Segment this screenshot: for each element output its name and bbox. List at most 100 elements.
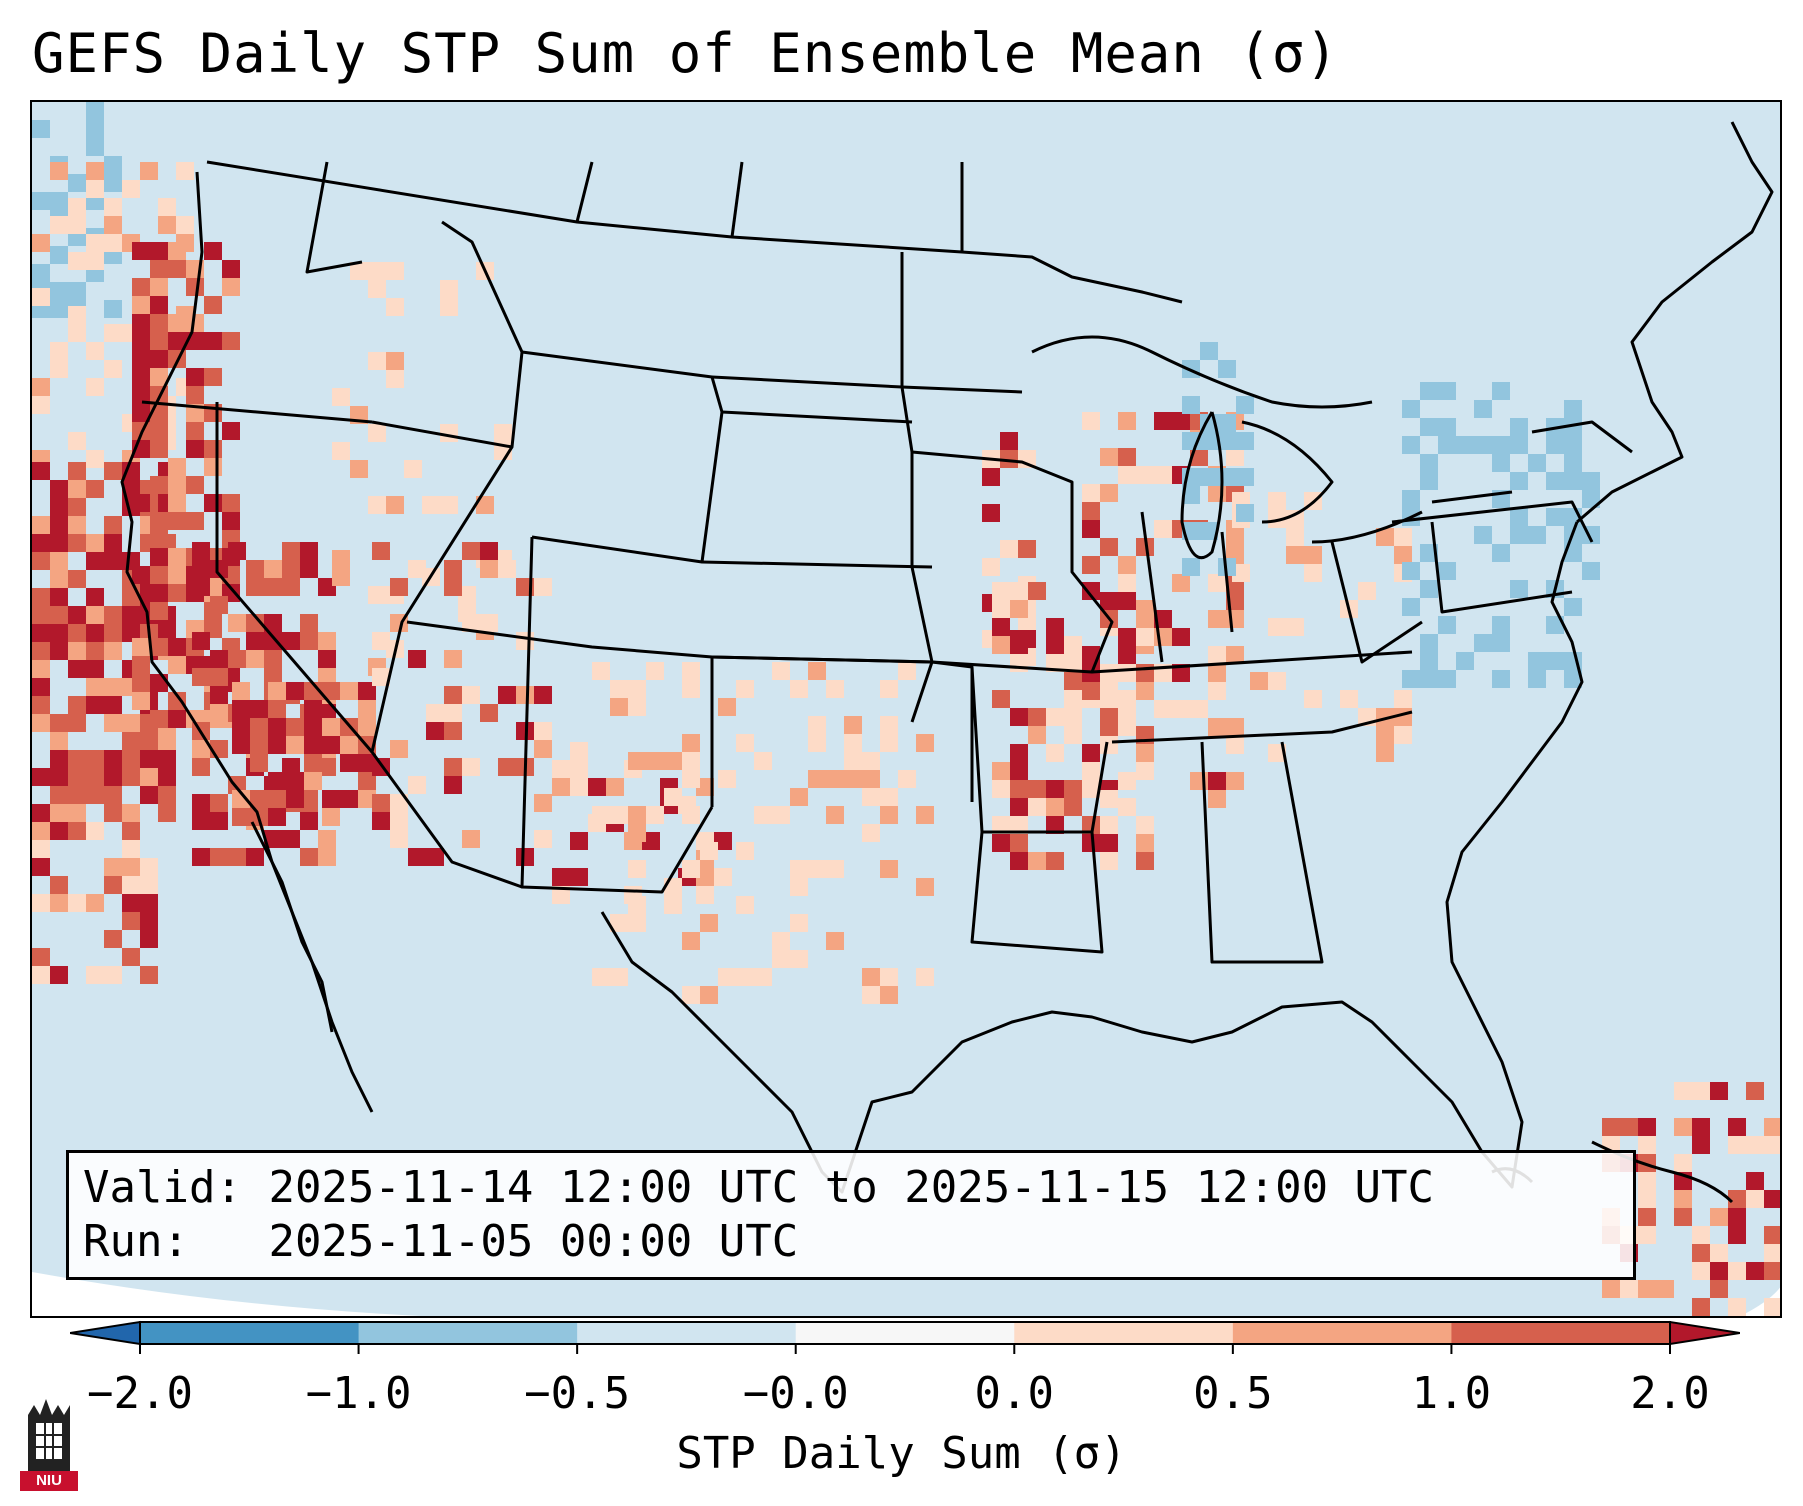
stp-cell bbox=[140, 966, 158, 984]
stp-cell bbox=[282, 578, 300, 596]
stp-cell bbox=[1208, 610, 1226, 628]
stp-cell bbox=[50, 606, 68, 624]
stp-cell bbox=[386, 262, 404, 280]
stp-cell bbox=[1746, 1172, 1764, 1190]
stp-cell bbox=[1564, 454, 1582, 472]
stp-cell bbox=[1250, 672, 1268, 690]
stp-cell bbox=[268, 736, 286, 754]
stp-cell bbox=[628, 680, 646, 698]
stp-cell bbox=[322, 682, 340, 700]
stp-cell bbox=[628, 824, 646, 842]
stp-cell bbox=[1218, 432, 1236, 450]
stp-cell bbox=[1082, 834, 1100, 852]
stp-cell bbox=[1492, 544, 1510, 562]
stp-cell bbox=[880, 860, 898, 878]
stp-cell bbox=[1082, 780, 1100, 798]
stp-cell bbox=[50, 534, 68, 552]
stp-cell bbox=[50, 282, 68, 300]
state-line bbox=[730, 161, 744, 238]
stp-cell bbox=[386, 370, 404, 388]
stp-cell bbox=[192, 560, 210, 578]
stp-cell bbox=[1420, 652, 1438, 670]
stp-cell bbox=[246, 614, 264, 632]
stp-cell bbox=[1100, 834, 1118, 852]
stp-cell bbox=[186, 476, 204, 494]
stp-cell bbox=[86, 534, 104, 552]
state-line bbox=[1111, 710, 1413, 744]
stp-cell bbox=[1226, 448, 1244, 466]
state-line bbox=[305, 161, 363, 274]
lake-michigan bbox=[1180, 411, 1224, 560]
stp-cell bbox=[1136, 762, 1154, 780]
stp-cell bbox=[358, 772, 376, 790]
stp-cell bbox=[50, 552, 68, 570]
stp-cell bbox=[304, 718, 322, 736]
state-line-pa bbox=[1391, 500, 1594, 543]
state-line bbox=[1330, 541, 1423, 664]
stp-cell bbox=[386, 298, 404, 316]
stp-cell bbox=[350, 460, 368, 478]
stp-cell bbox=[68, 306, 86, 324]
stp-cell bbox=[158, 768, 176, 786]
stp-cell bbox=[862, 968, 880, 986]
state-line-ne bbox=[1531, 420, 1633, 454]
stp-cell bbox=[358, 682, 376, 700]
stp-cell bbox=[140, 732, 158, 750]
stp-cell bbox=[150, 602, 168, 620]
stp-cell bbox=[390, 794, 408, 812]
stp-cell bbox=[150, 296, 168, 314]
stp-cell bbox=[1118, 628, 1136, 646]
stp-cell bbox=[1064, 636, 1082, 654]
stp-cell bbox=[192, 632, 210, 650]
stp-cell bbox=[222, 332, 240, 350]
stp-cell bbox=[186, 386, 204, 404]
stp-cell bbox=[1438, 418, 1456, 436]
stp-cell bbox=[696, 778, 714, 796]
stp-cell bbox=[32, 462, 50, 480]
stp-cell bbox=[1764, 1118, 1780, 1136]
stp-cell bbox=[1474, 526, 1492, 544]
stp-cell bbox=[1564, 598, 1582, 616]
stp-cell bbox=[1582, 562, 1600, 580]
stp-cell bbox=[50, 360, 68, 378]
stp-cell bbox=[122, 588, 140, 606]
stp-cell bbox=[1028, 852, 1046, 870]
stp-cell bbox=[1564, 472, 1582, 490]
stp-cell bbox=[286, 718, 304, 736]
stp-cell bbox=[610, 680, 628, 698]
stp-cell bbox=[50, 162, 68, 180]
stp-cell bbox=[186, 512, 204, 530]
stp-cell bbox=[1000, 432, 1018, 450]
stp-cell bbox=[1492, 616, 1510, 634]
stp-cell bbox=[1154, 466, 1172, 484]
stp-cell bbox=[1082, 484, 1100, 502]
stp-cell bbox=[264, 578, 282, 596]
stp-cell bbox=[498, 560, 516, 578]
stp-cell bbox=[1010, 762, 1028, 780]
map-panel bbox=[30, 100, 1782, 1318]
stp-cell bbox=[104, 696, 122, 714]
stp-cell bbox=[552, 868, 570, 886]
stp-cell bbox=[1746, 1082, 1764, 1100]
stp-cell bbox=[1456, 436, 1474, 454]
stp-cell bbox=[1420, 580, 1438, 598]
stp-cell bbox=[1118, 556, 1136, 574]
colorbar-tick-label: 1.0 bbox=[1411, 1368, 1492, 1419]
stp-cell bbox=[682, 770, 700, 788]
colorbar-under-extend bbox=[70, 1320, 141, 1346]
stp-cell bbox=[68, 462, 86, 480]
stp-cell bbox=[86, 750, 104, 768]
stp-cell bbox=[790, 680, 808, 698]
stp-cell bbox=[1172, 664, 1190, 682]
stp-cell bbox=[1190, 700, 1208, 718]
stp-cell bbox=[1100, 718, 1118, 736]
stp-cell bbox=[50, 624, 68, 642]
stp-cell bbox=[140, 858, 158, 876]
stp-cell bbox=[404, 460, 422, 478]
stp-cell bbox=[426, 722, 444, 740]
stp-cell bbox=[1394, 690, 1412, 708]
stp-cell bbox=[304, 736, 322, 754]
stp-cell bbox=[1208, 790, 1226, 808]
stp-cell bbox=[1638, 1118, 1656, 1136]
stp-cell bbox=[332, 568, 350, 586]
